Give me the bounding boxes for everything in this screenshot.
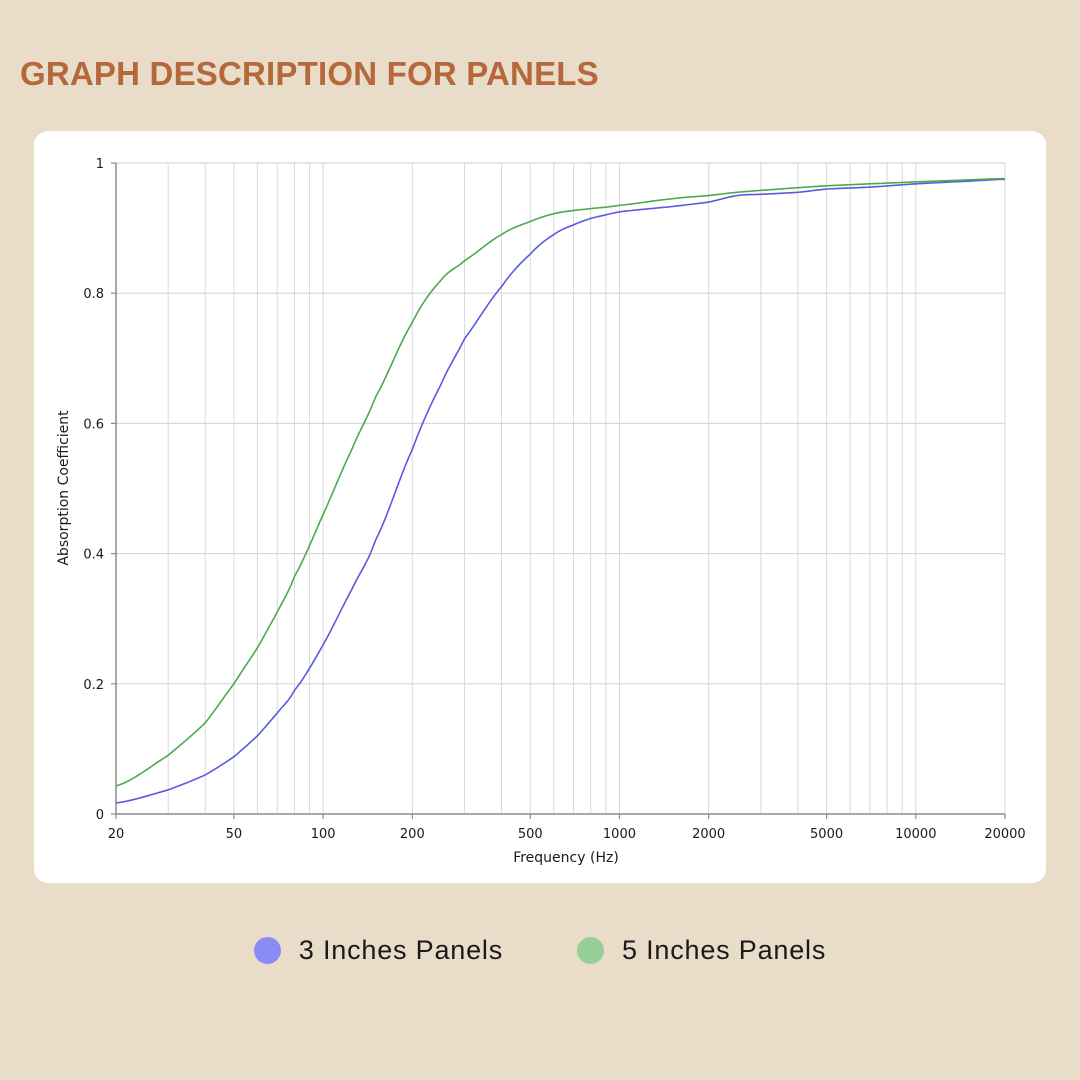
x-axis-label: Frequency (Hz) [513,850,619,866]
legend-swatch-5-inches [577,937,604,964]
x-tick-label: 5000 [810,827,843,842]
y-tick-label: 0.4 [83,548,104,563]
x-tick-label: 50 [226,827,243,842]
axes [111,162,1006,819]
y-tick-label: 0.8 [83,287,104,302]
legend-item-5-inches: 5 Inches Panels [577,935,826,966]
series-3-inches-line [115,178,1006,804]
x-tick-label: 20 [108,827,125,842]
page-title: GRAPH DESCRIPTION FOR PANELS [20,55,599,92]
legend-item-3-inches: 3 Inches Panels [253,935,503,966]
x-tick-label: 10000 [895,827,936,842]
y-axis-label: Absorption Coefficient [56,410,72,566]
grid-lines [116,162,1006,814]
series-lines [115,177,1006,804]
x-tick-label: 100 [311,827,336,842]
x-tick-label: 500 [518,827,543,842]
x-tick-label: 1000 [603,827,636,842]
tick-labels: 20 50 100 200 500 1000 2000 5000 10000 20000 0 0.2 0… [83,157,1025,842]
y-tick-label: 0.6 [83,417,104,432]
y-tick-label: 1 [96,157,104,172]
legend-label-3-inches: 3 Inches Panels [298,935,503,965]
y-tick-label: 0.2 [83,678,104,693]
legend-swatch-3-inches [253,937,281,964]
x-tick-label: 2000 [692,827,725,842]
series-5-inches-line [115,177,1006,787]
chart-card: 20 50 100 200 500 1000 2000 5000 10000 20000 0 0.2 0… [34,131,1046,883]
x-tick-label: 200 [400,827,425,842]
legend-label-5-inches: 5 Inches Panels [622,935,827,965]
x-tick-label: 20000 [984,827,1025,842]
absorption-chart: 20 50 100 200 500 1000 2000 5000 10000 20000 0 0.2 0… [56,157,1026,866]
y-tick-label: 0 [96,808,104,823]
legend: 3 Inches Panels 5 Inches Panels [0,935,1080,966]
